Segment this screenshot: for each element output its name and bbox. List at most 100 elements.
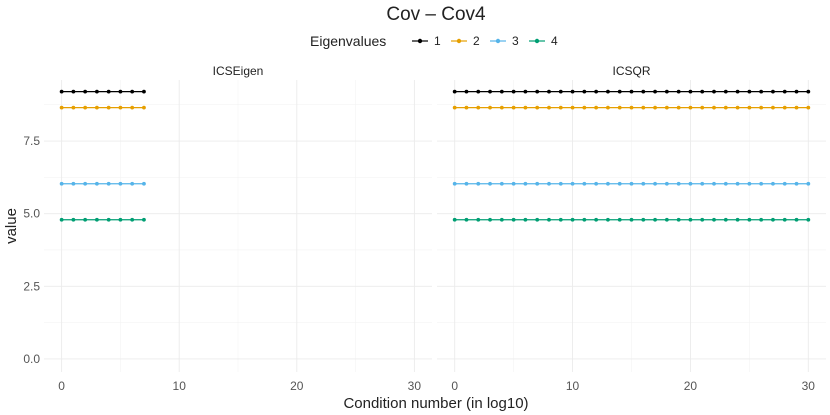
data-point	[629, 105, 634, 110]
data-point	[700, 181, 705, 186]
data-point	[106, 181, 111, 186]
data-point	[759, 105, 764, 110]
legend-key-point	[456, 38, 462, 44]
data-point	[641, 89, 646, 94]
legend-item-2: 2	[451, 34, 480, 48]
data-point	[476, 217, 481, 222]
data-point	[700, 89, 705, 94]
data-point	[794, 105, 799, 110]
x-tick-label: 20	[290, 379, 304, 393]
data-point	[617, 89, 622, 94]
data-point	[511, 181, 516, 186]
data-point	[59, 181, 64, 186]
data-point	[142, 217, 146, 222]
data-point	[664, 89, 669, 94]
data-point	[653, 105, 657, 110]
data-point	[558, 89, 563, 94]
data-point	[747, 181, 752, 186]
data-point	[106, 89, 111, 94]
data-point	[676, 89, 681, 94]
data-point	[735, 89, 740, 94]
data-point	[547, 217, 551, 222]
series-2	[452, 105, 811, 110]
data-point	[558, 181, 563, 186]
data-point	[535, 217, 540, 222]
data-point	[641, 105, 646, 110]
data-point	[735, 181, 740, 186]
data-point	[511, 89, 516, 94]
data-point	[782, 89, 787, 94]
legend-label: 1	[434, 34, 441, 48]
x-axis-label: Condition number (in log10)	[343, 395, 528, 412]
data-point	[452, 89, 457, 94]
data-point	[547, 89, 551, 94]
data-point	[547, 181, 551, 186]
data-point	[688, 105, 693, 110]
series-1	[452, 89, 811, 94]
data-point	[59, 217, 64, 222]
data-point	[130, 181, 135, 186]
data-point	[523, 89, 528, 94]
data-point	[570, 89, 575, 94]
x-tick-label: 10	[173, 379, 187, 393]
data-point	[118, 89, 123, 94]
data-point	[653, 181, 657, 186]
series-4	[452, 217, 811, 222]
data-point	[676, 105, 681, 110]
data-point	[771, 217, 775, 222]
data-point	[782, 181, 787, 186]
data-point	[688, 181, 693, 186]
data-point	[570, 181, 575, 186]
data-point	[59, 89, 64, 94]
data-point	[71, 89, 76, 94]
data-point	[547, 105, 551, 110]
data-point	[142, 89, 146, 94]
data-point	[71, 181, 76, 186]
data-point	[700, 105, 705, 110]
data-point	[535, 105, 540, 110]
legend-key-point	[534, 38, 540, 44]
data-point	[523, 181, 528, 186]
legend-key-point	[495, 38, 501, 44]
data-point	[130, 89, 135, 94]
data-point	[712, 181, 716, 186]
data-point	[606, 217, 610, 222]
data-point	[582, 89, 587, 94]
data-point	[794, 89, 799, 94]
data-point	[806, 181, 811, 186]
data-point	[594, 89, 599, 94]
data-point	[712, 89, 716, 94]
data-point	[723, 89, 728, 94]
data-point	[476, 105, 481, 110]
data-point	[794, 217, 799, 222]
panel-strip-label: ICSQR	[612, 64, 650, 78]
data-point	[118, 105, 123, 110]
data-point	[118, 181, 123, 186]
data-point	[142, 105, 146, 110]
series-3	[452, 181, 811, 186]
data-point	[594, 105, 599, 110]
legend-item-1: 1	[412, 34, 441, 48]
data-point	[570, 217, 575, 222]
data-point	[476, 181, 481, 186]
data-point	[712, 217, 716, 222]
data-point	[476, 89, 481, 94]
data-point	[570, 105, 575, 110]
data-point	[664, 105, 669, 110]
legend: Eigenvalues 1 2 3 4	[310, 33, 558, 49]
data-point	[688, 89, 693, 94]
x-tick-label: 10	[566, 379, 580, 393]
data-point	[617, 181, 622, 186]
data-point	[95, 217, 99, 222]
data-point	[488, 89, 492, 94]
data-point	[723, 181, 728, 186]
data-point	[747, 217, 752, 222]
y-axis-label: value	[3, 208, 20, 244]
data-point	[558, 105, 563, 110]
data-point	[759, 217, 764, 222]
data-point	[771, 181, 775, 186]
data-point	[688, 217, 693, 222]
legend-key-point	[417, 38, 423, 44]
data-point	[606, 105, 610, 110]
